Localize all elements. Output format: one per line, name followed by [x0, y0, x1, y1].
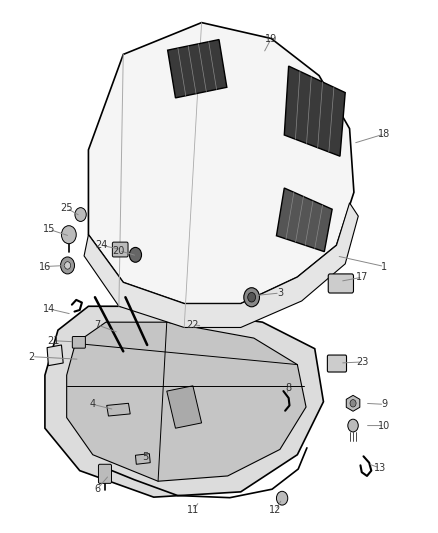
- Circle shape: [348, 419, 358, 432]
- Polygon shape: [284, 66, 345, 156]
- Polygon shape: [107, 403, 130, 416]
- Circle shape: [244, 288, 259, 307]
- Text: 17: 17: [357, 272, 369, 282]
- Circle shape: [276, 491, 288, 505]
- Text: 20: 20: [113, 246, 125, 256]
- Text: 4: 4: [90, 399, 96, 409]
- Text: 24: 24: [95, 240, 108, 251]
- Text: 16: 16: [39, 262, 51, 271]
- Polygon shape: [47, 345, 63, 366]
- Text: 12: 12: [269, 505, 282, 515]
- Text: 18: 18: [378, 129, 391, 139]
- Text: 19: 19: [265, 34, 277, 44]
- Text: 5: 5: [142, 453, 148, 463]
- Polygon shape: [168, 39, 227, 98]
- Circle shape: [129, 247, 141, 262]
- Text: 13: 13: [374, 463, 386, 473]
- Polygon shape: [135, 454, 150, 464]
- FancyBboxPatch shape: [328, 274, 353, 293]
- Text: 3: 3: [277, 288, 283, 298]
- Polygon shape: [346, 395, 360, 411]
- Text: 25: 25: [60, 203, 73, 213]
- Text: 10: 10: [378, 421, 391, 431]
- Text: 6: 6: [94, 484, 100, 494]
- FancyBboxPatch shape: [113, 242, 128, 257]
- Text: 7: 7: [94, 320, 100, 330]
- Text: 1: 1: [381, 262, 388, 271]
- Circle shape: [61, 225, 76, 244]
- Circle shape: [60, 257, 74, 274]
- Text: 2: 2: [29, 352, 35, 361]
- Circle shape: [350, 400, 356, 407]
- Polygon shape: [276, 188, 332, 252]
- Polygon shape: [167, 386, 201, 428]
- Text: 11: 11: [187, 505, 199, 515]
- FancyBboxPatch shape: [327, 355, 346, 372]
- Text: 14: 14: [43, 304, 55, 314]
- Circle shape: [248, 293, 255, 302]
- Polygon shape: [45, 306, 323, 497]
- Polygon shape: [67, 322, 306, 481]
- Circle shape: [64, 262, 71, 269]
- Text: 8: 8: [286, 383, 292, 393]
- Text: 15: 15: [43, 224, 56, 235]
- Circle shape: [75, 208, 86, 221]
- Polygon shape: [84, 203, 358, 327]
- Text: 22: 22: [187, 320, 199, 330]
- FancyBboxPatch shape: [99, 464, 112, 483]
- FancyBboxPatch shape: [72, 336, 85, 348]
- Text: 23: 23: [357, 357, 369, 367]
- Text: 21: 21: [47, 336, 60, 346]
- Text: 9: 9: [381, 399, 388, 409]
- Polygon shape: [88, 22, 354, 304]
